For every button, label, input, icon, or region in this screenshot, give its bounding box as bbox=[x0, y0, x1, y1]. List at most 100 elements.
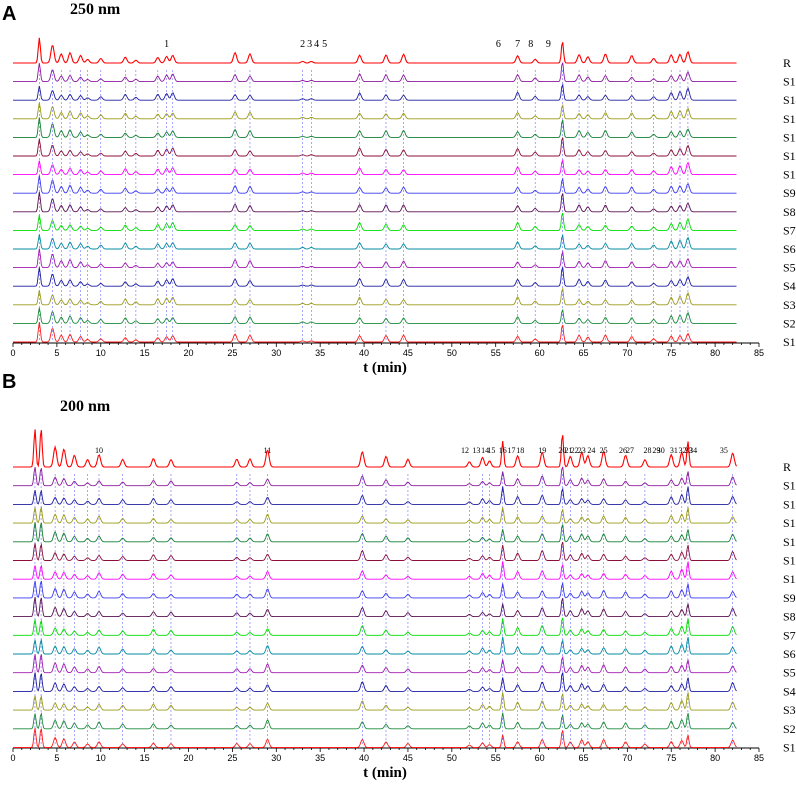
peak-label: 26 bbox=[619, 446, 627, 455]
trace-s6 bbox=[13, 636, 737, 655]
sample-label-s15: S15 bbox=[783, 479, 796, 493]
x-tick-label: 20 bbox=[184, 348, 194, 358]
trace-s5 bbox=[13, 654, 737, 674]
peak-label: 29 bbox=[652, 446, 660, 455]
peak-label: 17 bbox=[508, 446, 516, 455]
sample-label-s4: S4 bbox=[783, 279, 796, 293]
peak-label: 3 bbox=[307, 39, 312, 50]
peak-label: 5 bbox=[322, 39, 327, 50]
trace-s4 bbox=[13, 672, 737, 692]
peak-label: 18 bbox=[516, 446, 524, 455]
x-tick-label: 75 bbox=[666, 753, 676, 763]
x-tick-label: 75 bbox=[666, 348, 676, 358]
x-tick-label: 0 bbox=[10, 348, 15, 358]
peak-label: 23 bbox=[578, 446, 586, 455]
peak-label: 8 bbox=[528, 39, 533, 50]
sample-label-s13: S13 bbox=[783, 112, 796, 126]
peak-label: 7 bbox=[515, 39, 520, 50]
trace-s13 bbox=[13, 102, 737, 120]
trace-r bbox=[13, 37, 737, 64]
x-tick-label: 55 bbox=[491, 753, 501, 763]
trace-s14 bbox=[13, 486, 737, 505]
peak-label: 10 bbox=[95, 446, 103, 455]
x-tick-label: 45 bbox=[403, 753, 413, 763]
sample-label-s8: S8 bbox=[783, 610, 796, 624]
sample-label-s6: S6 bbox=[783, 242, 796, 256]
trace-s8 bbox=[13, 191, 737, 213]
peak-label: 32 bbox=[679, 446, 687, 455]
sample-label-s3: S3 bbox=[783, 298, 796, 312]
sample-label-s3: S3 bbox=[783, 703, 796, 717]
trace-s7 bbox=[13, 617, 737, 636]
peak-label: 13 bbox=[472, 446, 480, 455]
panel-letter-a: A bbox=[2, 3, 16, 25]
trace-s9 bbox=[13, 175, 737, 194]
x-tick-label: 10 bbox=[96, 348, 106, 358]
sample-label-s2: S2 bbox=[783, 316, 796, 330]
trace-s10 bbox=[13, 158, 737, 176]
trace-s6 bbox=[13, 234, 737, 250]
peak-label: 9 bbox=[546, 39, 551, 50]
x-tick-label: 60 bbox=[535, 348, 545, 358]
trace-s3 bbox=[13, 692, 737, 711]
peak-label: 20 bbox=[558, 446, 566, 455]
peak-label: 6 bbox=[496, 39, 501, 50]
sample-label-s2: S2 bbox=[783, 722, 796, 736]
x-tick-label: 35 bbox=[315, 753, 325, 763]
x-tick-label: 25 bbox=[227, 753, 237, 763]
trace-s1 bbox=[13, 322, 737, 343]
peak-label: 11 bbox=[264, 446, 272, 455]
x-tick-label: 5 bbox=[54, 348, 59, 358]
peak-label: 31 bbox=[670, 446, 678, 455]
sample-label-s13: S13 bbox=[783, 516, 796, 530]
peak-label: 19 bbox=[538, 446, 546, 455]
sample-label-s12: S12 bbox=[783, 535, 796, 549]
x-tick-label: 15 bbox=[140, 753, 150, 763]
x-tick-label: 35 bbox=[315, 348, 325, 358]
x-tick-label: 40 bbox=[359, 753, 369, 763]
sample-label-s8: S8 bbox=[783, 205, 796, 219]
peak-label: 14 bbox=[481, 446, 489, 455]
trace-s10 bbox=[13, 561, 737, 580]
peak-label: 16 bbox=[499, 446, 507, 455]
sample-label-s5: S5 bbox=[783, 666, 796, 680]
x-tick-label: 65 bbox=[578, 348, 588, 358]
x-tick-label: 15 bbox=[140, 348, 150, 358]
sample-label-s12: S12 bbox=[783, 130, 796, 144]
x-tick-label: 65 bbox=[578, 753, 588, 763]
x-tick-label: 80 bbox=[710, 348, 720, 358]
x-tick-label: 20 bbox=[184, 753, 194, 763]
sample-label-s9: S9 bbox=[783, 186, 796, 200]
trace-s8 bbox=[13, 596, 737, 618]
panel-letter-b: B bbox=[2, 371, 16, 393]
trace-s2 bbox=[13, 711, 737, 730]
peak-label: 22 bbox=[571, 446, 579, 455]
x-tick-label: 40 bbox=[359, 348, 369, 358]
chromatogram-panel-a: 0510152025303540455055606570758085RS15S1… bbox=[10, 37, 796, 358]
trace-r bbox=[13, 429, 738, 468]
peak-label: 4 bbox=[314, 39, 319, 50]
sample-label-s10: S10 bbox=[783, 168, 796, 182]
x-tick-label: 10 bbox=[96, 753, 106, 763]
trace-s15 bbox=[13, 62, 737, 83]
x-tick-label: 70 bbox=[622, 753, 632, 763]
trace-s11 bbox=[13, 137, 737, 157]
x-axis-title-a: t (min) bbox=[363, 360, 407, 376]
x-tick-label: 80 bbox=[710, 753, 720, 763]
peak-label: 15 bbox=[487, 446, 495, 455]
trace-s3 bbox=[13, 287, 737, 306]
x-axis-title-b: t (min) bbox=[363, 765, 407, 781]
x-tick-label: 30 bbox=[271, 348, 281, 358]
x-tick-label: 85 bbox=[754, 753, 764, 763]
trace-s7 bbox=[13, 212, 737, 231]
x-tick-label: 0 bbox=[10, 753, 15, 763]
sample-label-s7: S7 bbox=[783, 223, 796, 237]
peak-label: 1 bbox=[164, 39, 169, 50]
wavelength-title-a: 250 nm bbox=[70, 1, 121, 18]
x-tick-label: 55 bbox=[491, 348, 501, 358]
x-tick-label: 70 bbox=[622, 348, 632, 358]
peak-label: 21 bbox=[565, 446, 573, 455]
peak-label: 2 bbox=[300, 39, 305, 50]
sample-label-s6: S6 bbox=[783, 647, 796, 661]
